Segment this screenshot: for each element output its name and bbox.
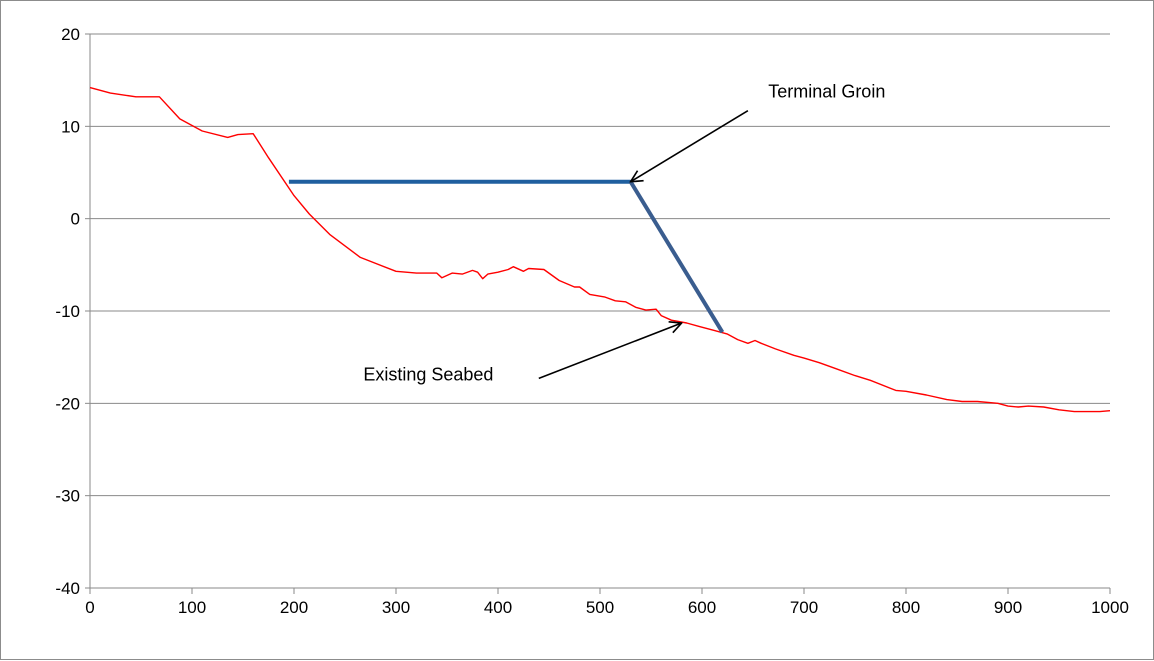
y-tick-label: -20 — [55, 394, 80, 413]
existing-seabed-label: Existing Seabed — [363, 364, 493, 384]
y-tick-label: -30 — [55, 487, 80, 506]
y-tick-label: -10 — [55, 302, 80, 321]
existing-seabed-arrow — [538, 323, 682, 380]
x-tick-label: 100 — [178, 598, 206, 617]
x-tick-label: 200 — [280, 598, 308, 617]
axes — [85, 33, 1111, 594]
x-tick-label: 500 — [586, 598, 614, 617]
existing-seabed-line — [89, 86, 1111, 413]
terminal-groin-slope-line — [628, 180, 725, 334]
y-tick-label: -40 — [55, 579, 80, 598]
annotations: Terminal Groin Existing Seabed — [363, 82, 885, 385]
x-tick-label: 400 — [484, 598, 512, 617]
x-tick-label: 700 — [790, 598, 818, 617]
x-tick-label: 900 — [994, 598, 1022, 617]
x-tick-label: 0 — [85, 598, 94, 617]
x-tick-label: 1000 — [1091, 598, 1129, 617]
y-tick-label: 10 — [61, 117, 80, 136]
series-lines — [89, 86, 1111, 413]
terminal-groin-arrow — [631, 109, 749, 182]
x-tick-label: 300 — [382, 598, 410, 617]
gridlines — [90, 33, 1110, 497]
y-tick-label: 20 — [61, 25, 80, 44]
x-tick-label: 800 — [892, 598, 920, 617]
x-tick-label: 600 — [688, 598, 716, 617]
y-tick-label: 0 — [71, 210, 80, 229]
terminal-groin-label: Terminal Groin — [768, 82, 885, 102]
